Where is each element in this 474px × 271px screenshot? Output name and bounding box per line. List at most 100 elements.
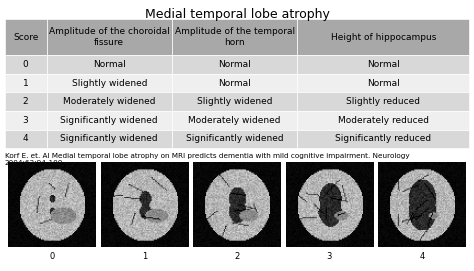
FancyBboxPatch shape xyxy=(297,111,469,130)
FancyBboxPatch shape xyxy=(46,55,172,74)
FancyBboxPatch shape xyxy=(5,74,46,92)
FancyBboxPatch shape xyxy=(297,130,469,148)
Text: Slightly widened: Slightly widened xyxy=(72,79,147,88)
Text: Score: Score xyxy=(13,33,38,41)
FancyBboxPatch shape xyxy=(297,74,469,92)
FancyBboxPatch shape xyxy=(46,74,172,92)
FancyBboxPatch shape xyxy=(46,92,172,111)
FancyBboxPatch shape xyxy=(46,19,172,55)
Text: 2: 2 xyxy=(23,97,28,106)
Text: Height of hippocampus: Height of hippocampus xyxy=(331,33,436,41)
FancyBboxPatch shape xyxy=(297,130,469,148)
FancyBboxPatch shape xyxy=(5,74,46,92)
FancyBboxPatch shape xyxy=(5,19,46,55)
FancyBboxPatch shape xyxy=(46,130,172,148)
FancyBboxPatch shape xyxy=(297,55,469,74)
FancyBboxPatch shape xyxy=(297,111,469,130)
FancyBboxPatch shape xyxy=(172,55,297,74)
FancyBboxPatch shape xyxy=(297,74,469,92)
Text: Normal: Normal xyxy=(367,79,400,88)
FancyBboxPatch shape xyxy=(297,92,469,111)
FancyBboxPatch shape xyxy=(297,19,469,55)
FancyBboxPatch shape xyxy=(5,55,46,74)
FancyBboxPatch shape xyxy=(5,111,46,130)
FancyBboxPatch shape xyxy=(46,74,172,92)
FancyBboxPatch shape xyxy=(46,19,172,55)
FancyBboxPatch shape xyxy=(46,74,172,92)
FancyBboxPatch shape xyxy=(5,19,46,55)
FancyBboxPatch shape xyxy=(172,130,297,148)
FancyBboxPatch shape xyxy=(297,19,469,55)
FancyBboxPatch shape xyxy=(172,19,297,55)
FancyBboxPatch shape xyxy=(5,130,46,148)
FancyBboxPatch shape xyxy=(46,55,172,74)
Text: Significantly widened: Significantly widened xyxy=(61,116,158,125)
Text: Moderately reduced: Moderately reduced xyxy=(338,116,429,125)
FancyBboxPatch shape xyxy=(5,74,46,92)
Text: 3: 3 xyxy=(23,116,28,125)
Text: 0: 0 xyxy=(23,60,28,69)
Text: Normal: Normal xyxy=(367,60,400,69)
FancyBboxPatch shape xyxy=(172,55,297,74)
FancyBboxPatch shape xyxy=(297,19,469,55)
FancyBboxPatch shape xyxy=(172,19,297,55)
FancyBboxPatch shape xyxy=(5,92,46,111)
FancyBboxPatch shape xyxy=(5,92,46,111)
Text: Significantly widened: Significantly widened xyxy=(186,134,283,143)
Text: Medial temporal lobe atrophy: Medial temporal lobe atrophy xyxy=(145,8,329,21)
Text: 1: 1 xyxy=(23,79,28,88)
FancyBboxPatch shape xyxy=(5,130,46,148)
FancyBboxPatch shape xyxy=(297,130,469,148)
Text: Significantly reduced: Significantly reduced xyxy=(335,134,431,143)
Text: Normal: Normal xyxy=(219,60,251,69)
FancyBboxPatch shape xyxy=(5,55,46,74)
FancyBboxPatch shape xyxy=(46,111,172,130)
Text: Slightly reduced: Slightly reduced xyxy=(346,97,420,106)
FancyBboxPatch shape xyxy=(46,130,172,148)
Text: Significantly widened: Significantly widened xyxy=(61,134,158,143)
Text: Normal: Normal xyxy=(219,79,251,88)
Text: Moderately widened: Moderately widened xyxy=(63,97,155,106)
FancyBboxPatch shape xyxy=(172,92,297,111)
Text: 0: 0 xyxy=(49,252,55,261)
FancyBboxPatch shape xyxy=(5,111,46,130)
FancyBboxPatch shape xyxy=(5,130,46,148)
FancyBboxPatch shape xyxy=(172,111,297,130)
FancyBboxPatch shape xyxy=(172,130,297,148)
FancyBboxPatch shape xyxy=(172,74,297,92)
FancyBboxPatch shape xyxy=(46,111,172,130)
Text: Moderately widened: Moderately widened xyxy=(189,116,281,125)
FancyBboxPatch shape xyxy=(297,92,469,111)
FancyBboxPatch shape xyxy=(297,111,469,130)
Text: 4: 4 xyxy=(419,252,425,261)
Text: 3: 3 xyxy=(327,252,332,261)
FancyBboxPatch shape xyxy=(5,55,46,74)
FancyBboxPatch shape xyxy=(172,74,297,92)
FancyBboxPatch shape xyxy=(297,55,469,74)
Text: Amplitude of the choroidal
fissure: Amplitude of the choroidal fissure xyxy=(49,27,170,47)
FancyBboxPatch shape xyxy=(297,74,469,92)
FancyBboxPatch shape xyxy=(46,92,172,111)
Text: 1: 1 xyxy=(142,252,147,261)
Text: Amplitude of the temporal
horn: Amplitude of the temporal horn xyxy=(174,27,295,47)
FancyBboxPatch shape xyxy=(46,92,172,111)
Text: Korf E. et. Al Medial temporal lobe atrophy on MRI predicts dementia with mild c: Korf E. et. Al Medial temporal lobe atro… xyxy=(5,153,410,166)
FancyBboxPatch shape xyxy=(46,55,172,74)
FancyBboxPatch shape xyxy=(297,92,469,111)
FancyBboxPatch shape xyxy=(172,92,297,111)
FancyBboxPatch shape xyxy=(5,19,46,55)
FancyBboxPatch shape xyxy=(172,92,297,111)
FancyBboxPatch shape xyxy=(5,92,46,111)
FancyBboxPatch shape xyxy=(172,55,297,74)
FancyBboxPatch shape xyxy=(46,130,172,148)
Text: 4: 4 xyxy=(23,134,28,143)
Text: Normal: Normal xyxy=(93,60,126,69)
Text: Slightly widened: Slightly widened xyxy=(197,97,273,106)
FancyBboxPatch shape xyxy=(297,55,469,74)
FancyBboxPatch shape xyxy=(172,19,297,55)
FancyBboxPatch shape xyxy=(46,19,172,55)
FancyBboxPatch shape xyxy=(172,130,297,148)
FancyBboxPatch shape xyxy=(46,111,172,130)
FancyBboxPatch shape xyxy=(5,111,46,130)
FancyBboxPatch shape xyxy=(172,74,297,92)
